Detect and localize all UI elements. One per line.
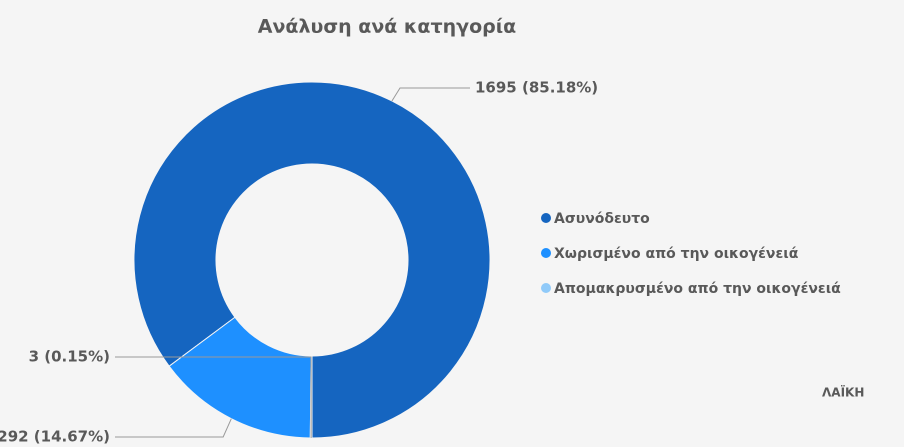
legend-label: Χωρισμένο από την οικογένειά (554, 246, 799, 262)
data-label: 292 (14.67%) (0, 428, 110, 446)
legend-swatch (541, 283, 551, 293)
donut-slice (133, 81, 491, 439)
leader-line (115, 356, 312, 438)
data-label: 3 (0.15%) (29, 348, 110, 366)
leader-line (391, 87, 470, 102)
legend-label: Ασυνόδευτο (554, 211, 650, 227)
data-label: 1695 (85.18%) (475, 79, 598, 97)
annotation: ΛΑΪΚΗ (822, 385, 864, 400)
legend-swatch (541, 248, 551, 258)
legend-swatch (541, 213, 551, 223)
chart-title: Ανάλυση ανά κατηγορία (258, 16, 516, 38)
legend-label: Απομακρυσμένο από την οικογένειά (554, 281, 841, 297)
leader-line (115, 418, 232, 438)
